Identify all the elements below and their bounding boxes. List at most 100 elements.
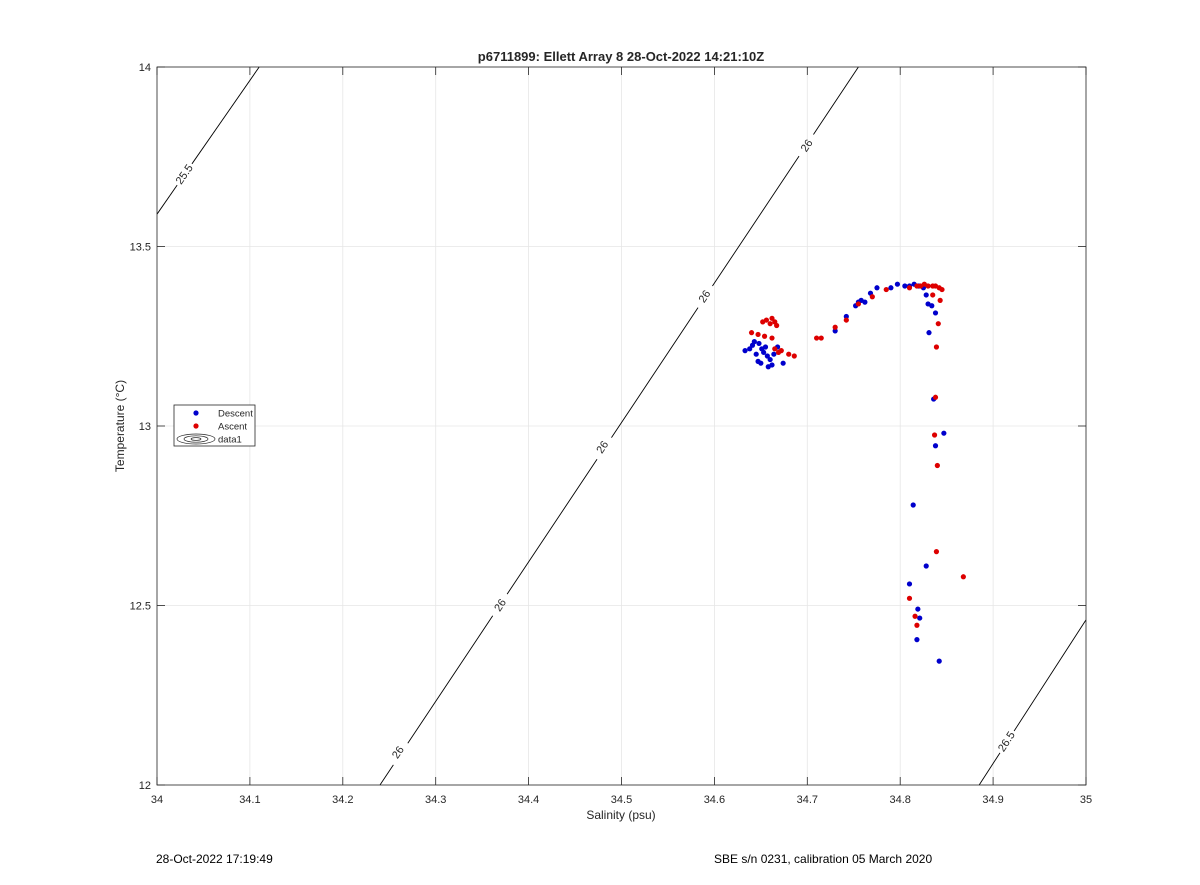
point-ascent (930, 292, 936, 298)
point-descent (910, 502, 916, 508)
point-descent (761, 349, 767, 356)
point-descent (751, 339, 757, 345)
point-descent (742, 348, 748, 354)
point-descent (914, 637, 920, 643)
x-tick-label: 34.9 (982, 794, 1003, 806)
point-descent (917, 615, 923, 621)
point-ascent (906, 285, 913, 291)
y-tick-label: 14 (139, 62, 151, 74)
point-descent (906, 581, 913, 587)
contour-line-26 (712, 155, 800, 287)
legend-label-data1: data1 (218, 435, 242, 446)
axis-ticks: 34 34.1 34.2 34.3 34.4 34.5 34.6 34.7 34.8 34.9 35… (130, 62, 1093, 806)
point-ascent (914, 622, 920, 628)
point-ascent (935, 321, 941, 327)
point-ascent (755, 331, 761, 338)
point-descent (747, 346, 753, 352)
chart-title: p6711899: Ellett Array 8 28-Oct-2022 14:… (478, 49, 764, 64)
point-ascent (769, 315, 775, 321)
footer-calibration: SBE s/n 0231, calibration 05 March 2020 (714, 852, 933, 866)
point-descent (762, 344, 769, 350)
point-descent (832, 328, 838, 334)
x-tick-label: 35 (1080, 794, 1092, 806)
legend-label-descent: Descent (218, 409, 253, 420)
point-descent (780, 360, 786, 366)
contour-line-26 (506, 458, 598, 595)
point-descent (902, 283, 908, 289)
point-ascent (748, 330, 755, 336)
point-descent (756, 340, 762, 347)
point-descent (936, 658, 942, 664)
point-ascent (786, 351, 792, 357)
point-descent (769, 362, 775, 368)
point-descent (923, 292, 929, 298)
point-ascent (774, 322, 780, 329)
point-ascent (914, 283, 920, 289)
point-ascent (937, 297, 943, 303)
point-descent (843, 313, 849, 320)
point-descent (894, 281, 901, 287)
data-points (742, 281, 966, 664)
x-axis-label: Salinity (psu) (586, 808, 655, 822)
point-ascent (933, 549, 940, 555)
point-ascent (883, 286, 889, 293)
contour-line-26 (407, 615, 494, 744)
point-descent (923, 563, 929, 569)
point-descent (932, 443, 939, 449)
point-ascent (855, 301, 861, 307)
contour-line-26 (379, 764, 394, 786)
point-ascent (932, 394, 939, 400)
x-tick-label: 34.6 (704, 794, 725, 806)
point-descent (874, 285, 880, 291)
contour-label: 26 (390, 744, 407, 761)
legend-label-ascent: Ascent (218, 422, 247, 433)
point-ascent (869, 294, 875, 300)
point-ascent (778, 348, 784, 354)
point-descent (767, 356, 773, 363)
contour-line-25.5 (191, 66, 260, 165)
point-ascent (906, 595, 913, 601)
point-ascent (931, 432, 938, 438)
x-tick-label: 34.5 (611, 794, 632, 806)
point-ascent (761, 333, 768, 339)
contour-line-26 (813, 66, 859, 135)
x-tick-label: 34 (151, 794, 163, 806)
legend-marker-ascent (193, 423, 199, 429)
point-ascent (912, 613, 918, 619)
y-tick-label: 12 (139, 780, 151, 792)
legend: Descent Ascent data1 (173, 404, 256, 447)
point-ascent (813, 335, 820, 341)
y-tick-label: 13.5 (130, 242, 151, 254)
x-tick-label: 34.1 (239, 794, 260, 806)
point-descent (888, 285, 894, 291)
x-tick-label: 34.2 (332, 794, 353, 806)
point-ascent (791, 353, 797, 359)
point-ascent (934, 462, 940, 469)
point-ascent (933, 344, 940, 350)
point-descent (758, 360, 764, 366)
legend-marker-descent (193, 410, 199, 416)
x-tick-label: 34.4 (518, 794, 539, 806)
y-tick-label: 12.5 (130, 601, 151, 613)
x-tick-label: 34.3 (425, 794, 446, 806)
contour-label: 26 (697, 288, 714, 305)
point-ascent (769, 335, 775, 341)
legend-box (173, 404, 256, 447)
contour-label: 26 (594, 439, 611, 456)
point-descent (764, 353, 770, 359)
contour-line-26 (611, 307, 699, 438)
point-descent (915, 606, 921, 612)
point-descent (862, 299, 868, 305)
y-axis-label: Temperature (°C) (113, 380, 127, 472)
x-tick-label: 34.7 (797, 794, 818, 806)
point-ascent (939, 286, 945, 293)
point-descent (926, 330, 932, 336)
point-descent (753, 351, 759, 357)
point-ascent (832, 324, 838, 330)
point-ascent (767, 321, 773, 327)
point-descent (932, 310, 939, 316)
point-ascent (843, 317, 849, 323)
point-ascent (772, 346, 778, 352)
